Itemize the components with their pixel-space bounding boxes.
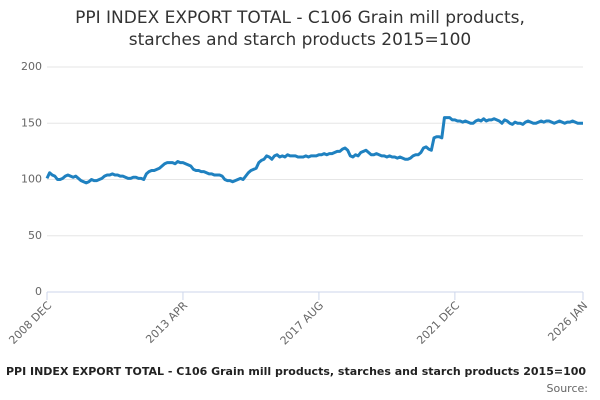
y-tick-label: 50 bbox=[28, 229, 42, 242]
y-tick-label: 0 bbox=[35, 285, 42, 298]
y-tick-label: 150 bbox=[21, 116, 42, 129]
x-tick-label: 2013 APR bbox=[143, 299, 190, 346]
y-tick-label: 100 bbox=[21, 173, 42, 186]
x-tick-label: 2026 JAN bbox=[545, 299, 590, 344]
chart-title: PPI INDEX EXPORT TOTAL - C106 Grain mill… bbox=[75, 8, 525, 28]
data-line bbox=[45, 116, 583, 185]
x-tick-label: 2021 DEC bbox=[414, 299, 462, 347]
chart-title: starches and starch products 2015=100 bbox=[129, 30, 471, 50]
x-tick-label: 2017 AUG bbox=[278, 299, 327, 348]
caption: PPI INDEX EXPORT TOTAL - C106 Grain mill… bbox=[6, 365, 586, 378]
source: Source: bbox=[547, 382, 589, 395]
y-tick-label: 200 bbox=[21, 60, 42, 73]
x-tick-label: 2008 DEC bbox=[6, 299, 54, 347]
